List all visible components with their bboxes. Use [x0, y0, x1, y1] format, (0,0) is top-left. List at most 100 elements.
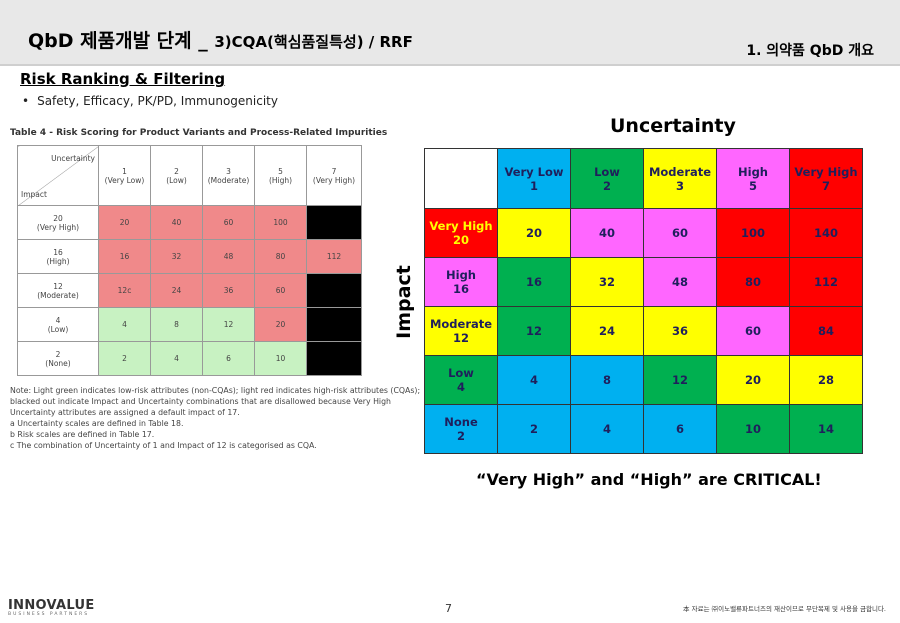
reference-column-number: 5 — [278, 166, 283, 176]
matrix-column-header: Moderate 3 — [643, 148, 717, 209]
slide-title-sub: 3)CQA(핵심품질특성) / RRF — [214, 33, 413, 51]
reference-score-cell: 112 — [306, 239, 362, 274]
matrix-score-cell: 10 — [716, 404, 790, 454]
reference-row-header: 16 (High) — [17, 239, 99, 274]
matrix-corner-cell — [424, 148, 498, 209]
matrix-score-cell: 4 — [497, 355, 571, 405]
reference-score-cell: 60 — [202, 205, 255, 240]
matrix-column-number: 1 — [529, 178, 538, 193]
reference-notes: Note: Light green indicates low-risk att… — [10, 385, 425, 451]
matrix-row-number: 12 — [452, 331, 469, 345]
matrix-column-header: Low 2 — [570, 148, 644, 209]
matrix-row-number: 16 — [452, 282, 469, 296]
header-divider — [0, 64, 900, 66]
reference-note-a: a Uncertainty scales are defined in Tabl… — [10, 419, 184, 428]
reference-score-cell: 20 — [254, 307, 307, 342]
reference-column-header: 3 (Moderate) — [202, 145, 255, 206]
reference-row-label: (None) — [45, 358, 71, 368]
reference-row-label: (Moderate) — [37, 290, 79, 300]
reference-row-number: 4 — [55, 315, 61, 325]
matrix-score-cell: 36 — [643, 306, 717, 356]
matrix-row: Moderate 12 12 24 36 60 84 — [424, 306, 863, 356]
matrix-score-cell: 12 — [497, 306, 571, 356]
matrix-score-cell: 140 — [789, 208, 863, 258]
matrix-row-label: High — [446, 268, 476, 282]
matrix-column-number: 2 — [602, 178, 611, 193]
reference-risk-table: Uncertainty Impact 1 (Very Low) 2 (Low) 3 (Mo… — [17, 145, 362, 376]
matrix-row: Low 4 4 8 12 20 28 — [424, 355, 863, 405]
matrix-column-header: High 5 — [716, 148, 790, 209]
matrix-row-header: None 2 — [424, 404, 498, 454]
matrix-row: High 16 16 32 48 80 112 — [424, 257, 863, 307]
matrix-row-header: Low 4 — [424, 355, 498, 405]
reference-score-cell: 40 — [150, 205, 203, 240]
reference-row-number: 2 — [55, 349, 61, 359]
reference-score-cell: 80 — [254, 239, 307, 274]
reference-score-cell: 32 — [150, 239, 203, 274]
matrix-score-cell: 16 — [497, 257, 571, 307]
matrix-row-number: 4 — [456, 380, 465, 394]
section-label: 1. 의약품 QbD 개요 — [746, 43, 874, 59]
matrix-column-number: 5 — [748, 178, 757, 193]
page-number: 7 — [445, 602, 452, 615]
content-heading: Risk Ranking & Filtering — [20, 70, 226, 88]
matrix-row-label: Low — [448, 366, 474, 380]
matrix-score-cell: 40 — [570, 208, 644, 258]
slide-header — [0, 0, 900, 66]
company-logo-text: INNOVALUE — [8, 598, 95, 613]
matrix-row: Very High 20 20 40 60 100 140 — [424, 208, 863, 258]
matrix-row-number: 20 — [452, 233, 469, 247]
reference-table-caption: Table 4 - Risk Scoring for Product Varia… — [10, 128, 388, 138]
matrix-score-cell: 32 — [570, 257, 644, 307]
reference-score-cell — [306, 205, 362, 240]
reference-table-row: 20 (Very High) 20 40 60 100 — [17, 205, 362, 240]
slide-title-main: QbD 제품개발 단계 _ — [28, 30, 208, 52]
reference-score-cell: 8 — [150, 307, 203, 342]
matrix-column-number: 3 — [675, 178, 684, 193]
reference-column-label: (Very High) — [312, 175, 356, 185]
matrix-row-header: Moderate 12 — [424, 306, 498, 356]
reference-corner-uncertainty: Uncertainty — [51, 154, 95, 163]
reference-row-header: 2 (None) — [17, 341, 99, 376]
matrix-score-cell: 28 — [789, 355, 863, 405]
matrix-row-header: Very High 20 — [424, 208, 498, 258]
matrix-score-cell: 20 — [497, 208, 571, 258]
matrix-column-label: Moderate — [648, 164, 712, 179]
reference-column-header: 5 (High) — [254, 145, 307, 206]
reference-row-label: (Low) — [47, 324, 69, 334]
reference-column-number: 7 — [331, 166, 337, 176]
matrix-row: None 2 2 4 6 10 14 — [424, 404, 863, 454]
reference-score-cell: 48 — [202, 239, 255, 274]
reference-column-number: 3 — [226, 166, 231, 176]
reference-note-b: b Risk scales are defined in Table 17. — [10, 430, 155, 439]
matrix-score-cell: 112 — [789, 257, 863, 307]
bullet-item: Safety, Efficacy, PK/PD, Immunogenicity — [22, 94, 278, 108]
reference-column-header: 2 (Low) — [150, 145, 203, 206]
slide-title: QbD 제품개발 단계 _ 3)CQA(핵심품질특성) / RRF — [28, 26, 413, 53]
matrix-score-cell: 80 — [716, 257, 790, 307]
reference-column-label: (Very Low) — [104, 175, 145, 185]
reference-note-main: Note: Light green indicates low-risk att… — [10, 386, 421, 417]
reference-score-cell — [306, 273, 362, 308]
matrix-row-label: Moderate — [429, 317, 493, 331]
matrix-score-cell: 84 — [789, 306, 863, 356]
reference-note-c: c The combination of Uncertainty of 1 an… — [10, 441, 317, 450]
reference-score-cell — [306, 341, 362, 376]
impact-axis-title: Impact — [393, 265, 415, 339]
matrix-column-label: High — [738, 164, 768, 179]
matrix-column-header: Very High 7 — [789, 148, 863, 209]
company-logo-subtitle: BUSINESS PARTNERS — [8, 612, 90, 617]
reference-score-cell: 24 — [150, 273, 203, 308]
matrix-column-label: Very Low — [504, 164, 564, 179]
reference-column-number: 1 — [122, 166, 127, 176]
reference-corner-impact: Impact — [21, 190, 47, 199]
reference-table-figure: Table 4 - Risk Scoring for Product Varia… — [10, 128, 420, 458]
reference-column-label: (Low) — [166, 175, 187, 185]
reference-corner-cell: Uncertainty Impact — [17, 145, 99, 206]
reference-score-cell: 12 — [202, 307, 255, 342]
reference-table-row: 12 (Moderate) 12c 24 36 60 — [17, 273, 362, 308]
reference-table-row: 4 (Low) 4 8 12 20 — [17, 307, 362, 342]
matrix-column-label: Low — [594, 164, 620, 179]
matrix-column-label: Very High — [794, 164, 858, 179]
matrix-column-number: 7 — [821, 178, 830, 193]
